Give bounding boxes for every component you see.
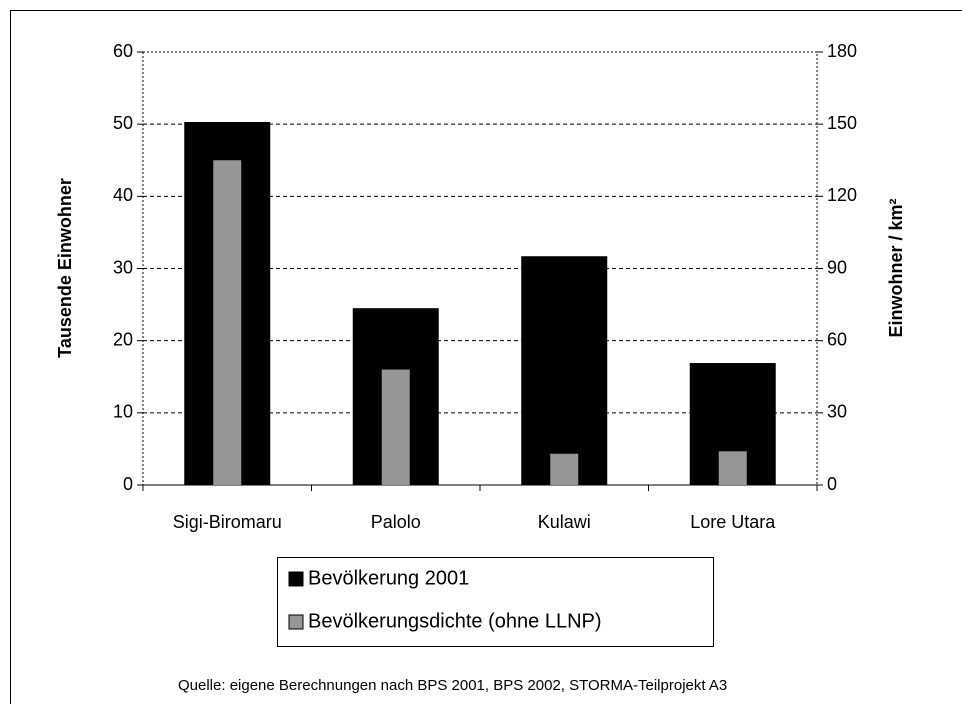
x-tick-label: Sigi-Biromaru xyxy=(173,512,282,532)
y-tick-label: 40 xyxy=(113,185,133,205)
legend-label: Bevölkerungsdichte (ohne LLNP) xyxy=(308,610,602,632)
y-tick-label: 20 xyxy=(113,329,133,349)
bar xyxy=(718,451,747,485)
y-tick-label: 30 xyxy=(113,257,133,277)
y2-axis-title: Einwohner / km² xyxy=(886,198,906,337)
bar xyxy=(550,453,579,485)
x-tick-label: Kulawi xyxy=(538,512,591,532)
y-tick-label: 10 xyxy=(113,402,133,422)
y2-tick-label: 150 xyxy=(827,113,857,133)
y-axis-title: Tausende Einwohner xyxy=(55,178,75,358)
legend-swatch xyxy=(288,571,304,587)
y2-tick-label: 120 xyxy=(827,185,857,205)
y-tick-label: 60 xyxy=(113,41,133,61)
source-note: Quelle: eigene Berechnungen nach BPS 200… xyxy=(178,677,727,694)
y2-tick-label: 30 xyxy=(827,402,847,422)
x-tick-label: Lore Utara xyxy=(690,512,776,532)
y2-tick-label: 0 xyxy=(827,474,837,494)
legend-label: Bevölkerung 2001 xyxy=(308,567,469,589)
y-tick-label: 50 xyxy=(113,113,133,133)
bar xyxy=(213,160,242,485)
x-tick-label: Palolo xyxy=(371,512,421,532)
y-tick-label: 0 xyxy=(123,474,133,494)
y2-tick-label: 90 xyxy=(827,257,847,277)
bar xyxy=(381,369,410,485)
y2-tick-label: 180 xyxy=(827,41,857,61)
bar xyxy=(521,256,608,485)
legend-swatch xyxy=(288,614,304,630)
legend-box xyxy=(277,557,714,647)
y2-tick-label: 60 xyxy=(827,329,847,349)
